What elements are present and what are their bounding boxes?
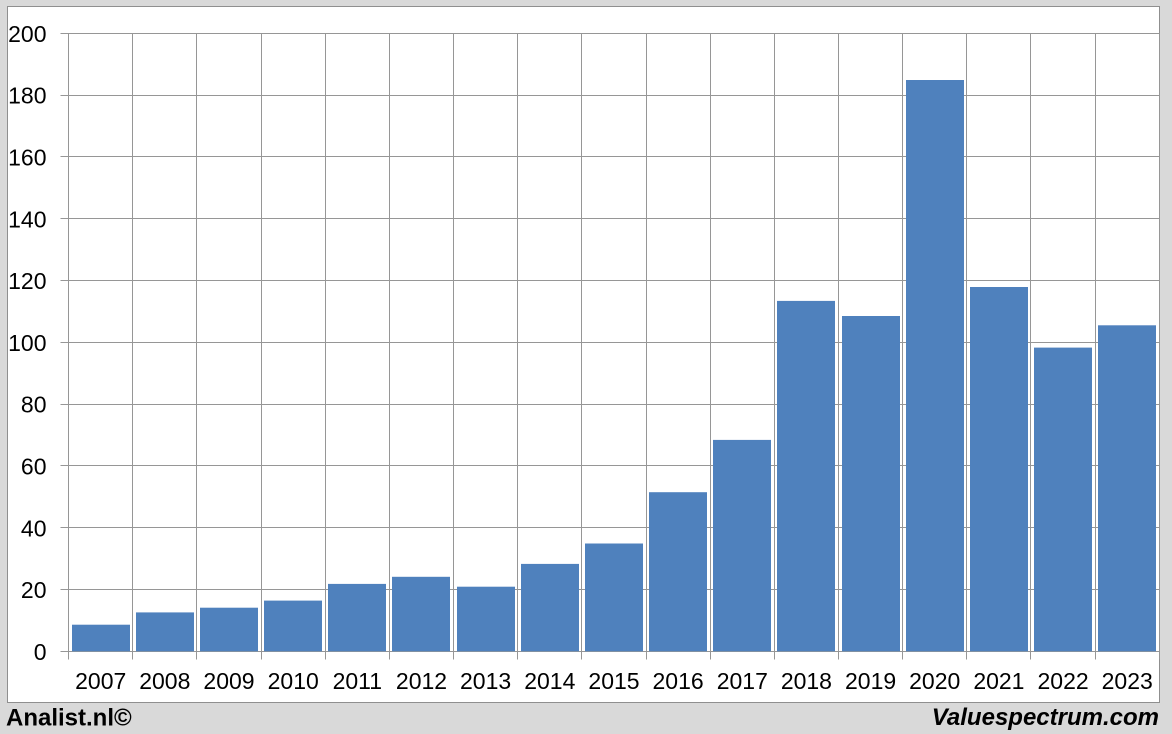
svg-text:2012: 2012 — [396, 668, 447, 694]
svg-text:180: 180 — [8, 83, 46, 109]
svg-text:2007: 2007 — [75, 668, 126, 694]
svg-text:2010: 2010 — [268, 668, 319, 694]
svg-text:2013: 2013 — [460, 668, 511, 694]
svg-text:0: 0 — [34, 639, 47, 665]
svg-text:2018: 2018 — [781, 668, 832, 694]
svg-text:Valuespectrum.com: Valuespectrum.com — [932, 704, 1159, 731]
svg-text:2017: 2017 — [717, 668, 768, 694]
svg-text:2009: 2009 — [203, 668, 254, 694]
svg-text:2023: 2023 — [1102, 668, 1153, 694]
svg-text:2019: 2019 — [845, 668, 896, 694]
svg-text:2008: 2008 — [139, 668, 190, 694]
svg-text:100: 100 — [8, 330, 46, 356]
svg-text:40: 40 — [21, 515, 47, 541]
svg-text:20: 20 — [21, 577, 47, 603]
svg-text:2021: 2021 — [973, 668, 1024, 694]
svg-text:2011: 2011 — [333, 668, 382, 694]
svg-text:120: 120 — [8, 268, 46, 294]
svg-text:2016: 2016 — [653, 668, 704, 694]
svg-text:140: 140 — [8, 206, 46, 232]
svg-text:2022: 2022 — [1038, 668, 1089, 694]
svg-text:2020: 2020 — [909, 668, 960, 694]
svg-text:200: 200 — [8, 21, 46, 47]
svg-text:60: 60 — [21, 454, 47, 480]
svg-text:Analist.nl©: Analist.nl© — [6, 704, 132, 731]
svg-text:80: 80 — [21, 392, 47, 418]
svg-text:2015: 2015 — [588, 668, 639, 694]
svg-text:160: 160 — [8, 145, 46, 171]
svg-text:2014: 2014 — [524, 668, 575, 694]
